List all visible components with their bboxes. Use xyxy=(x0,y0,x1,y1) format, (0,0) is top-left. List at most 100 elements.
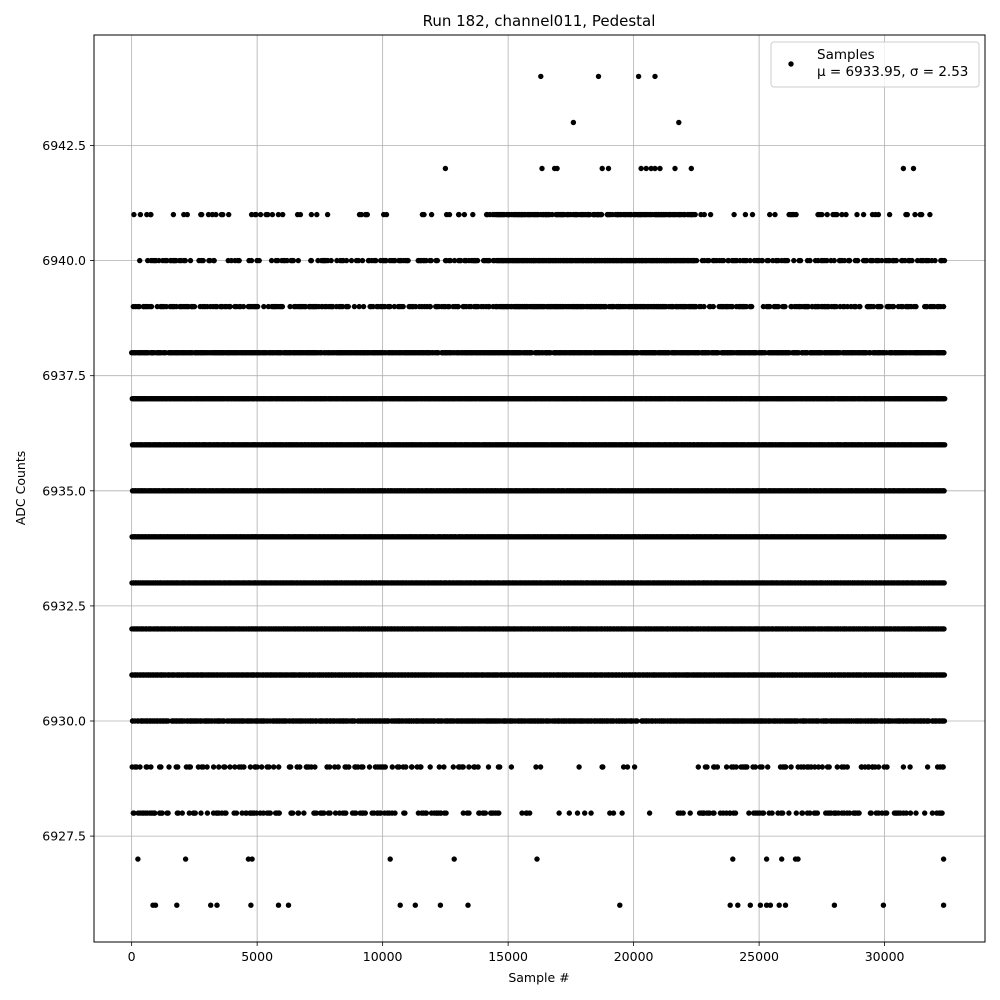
data-point xyxy=(566,810,572,816)
data-point xyxy=(332,810,339,816)
data-point xyxy=(624,764,631,770)
data-point xyxy=(232,764,238,770)
data-point xyxy=(826,764,832,770)
data-point xyxy=(788,764,794,770)
data-point xyxy=(301,810,307,816)
data-point xyxy=(204,764,210,770)
data-point xyxy=(175,764,181,770)
data-point xyxy=(427,764,433,770)
data-point xyxy=(443,810,449,816)
data-point xyxy=(313,810,320,816)
data-point xyxy=(343,810,349,816)
data-point xyxy=(295,810,302,816)
data-point xyxy=(752,764,759,770)
data-point xyxy=(187,764,194,770)
data-point xyxy=(266,764,272,770)
data-point xyxy=(537,764,544,770)
data-point xyxy=(765,764,771,770)
data-point xyxy=(466,810,472,816)
data-point xyxy=(600,764,606,770)
data-point xyxy=(769,810,775,816)
data-point xyxy=(746,810,752,816)
data-point xyxy=(259,764,265,770)
data-point xyxy=(382,764,388,770)
data-point xyxy=(204,810,211,816)
data-point xyxy=(819,764,825,770)
data-point xyxy=(482,810,489,816)
data-point xyxy=(216,764,222,770)
data-point xyxy=(148,764,154,770)
data-point xyxy=(646,810,653,816)
data-point xyxy=(241,764,247,770)
data-point xyxy=(619,810,625,816)
data-point xyxy=(497,764,503,770)
data-point xyxy=(939,810,945,816)
data-point xyxy=(288,764,294,770)
data-point xyxy=(137,764,143,770)
data-point xyxy=(271,764,277,770)
data-point xyxy=(732,810,739,816)
data-point xyxy=(610,810,617,816)
data-point xyxy=(152,810,158,816)
data-point xyxy=(222,764,228,770)
data-point xyxy=(179,810,185,816)
data-point xyxy=(941,626,947,632)
data-point xyxy=(783,764,789,770)
data-point xyxy=(807,810,813,816)
data-point xyxy=(929,810,936,816)
data-point xyxy=(409,764,415,770)
data-point xyxy=(327,764,333,770)
data-point xyxy=(941,534,947,540)
data-point xyxy=(856,810,862,816)
data-point xyxy=(723,764,730,770)
data-point xyxy=(744,764,750,770)
data-point xyxy=(297,764,303,770)
data-point xyxy=(884,764,890,770)
points-layer xyxy=(129,73,948,908)
data-point xyxy=(814,810,821,816)
data-point xyxy=(620,764,627,770)
data-point xyxy=(335,764,341,770)
data-point xyxy=(186,810,192,816)
data-point xyxy=(527,810,533,816)
data-point xyxy=(418,764,424,770)
data-point xyxy=(312,764,318,770)
data-point xyxy=(815,764,822,770)
data-point xyxy=(254,764,260,770)
data-point xyxy=(290,810,296,816)
data-point xyxy=(907,810,914,816)
data-point xyxy=(582,810,588,816)
data-point xyxy=(733,764,739,770)
data-point xyxy=(200,764,206,770)
data-point xyxy=(900,764,907,770)
data-point xyxy=(941,718,948,724)
data-point xyxy=(846,810,853,816)
data-point xyxy=(556,810,562,816)
data-point xyxy=(403,764,409,770)
data-point xyxy=(158,764,164,770)
data-point xyxy=(519,810,525,816)
data-point xyxy=(760,810,767,816)
data-point xyxy=(884,810,890,816)
data-point xyxy=(366,764,373,770)
data-point xyxy=(607,810,613,816)
data-point xyxy=(941,672,948,678)
data-point xyxy=(780,810,786,816)
data-point xyxy=(227,764,233,770)
data-point xyxy=(360,764,366,770)
data-point xyxy=(267,810,273,816)
data-point xyxy=(924,764,931,770)
data-point xyxy=(353,810,359,816)
data-point xyxy=(680,810,686,816)
data-point xyxy=(276,810,282,816)
data-point xyxy=(533,764,539,770)
data-point xyxy=(175,810,181,816)
data-point xyxy=(192,810,198,816)
data-point xyxy=(423,810,430,816)
data-point xyxy=(844,764,850,770)
data-point xyxy=(922,810,928,816)
data-point xyxy=(941,580,947,586)
data-point xyxy=(389,764,395,770)
